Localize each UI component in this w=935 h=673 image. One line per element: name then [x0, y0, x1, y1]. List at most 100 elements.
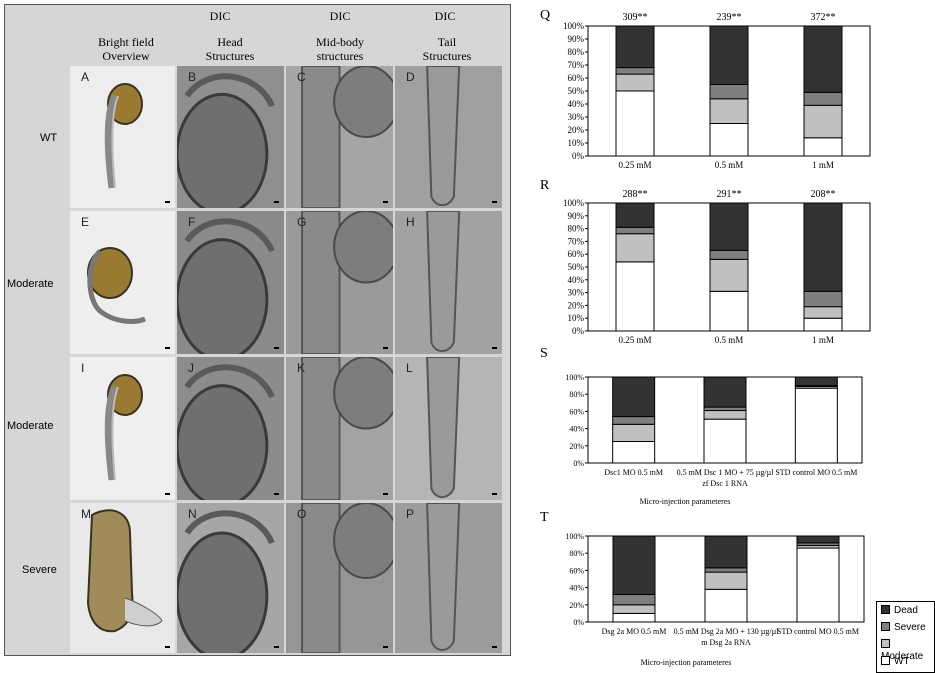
panel-letter-l: L — [406, 361, 413, 375]
legend-item-severe: Severe — [881, 622, 926, 634]
bar-s-1-dead — [703, 376, 747, 408]
micrograph-panel-p: P — [395, 503, 502, 653]
bar-count-label-q-0: 309** — [623, 12, 648, 23]
micrograph-panel-h: H — [395, 211, 502, 354]
row-label-severe: Severe — [22, 564, 57, 576]
micrograph-panel-l: L — [395, 357, 502, 500]
y-tick-label-r-40: 40% — [568, 275, 585, 285]
y-tick-label-r-30: 30% — [568, 288, 585, 298]
micrograph-panel-c: C — [286, 66, 393, 208]
scale-bar-b — [274, 201, 279, 203]
bar-s-1-severe — [703, 406, 747, 412]
micrograph-panel-e: E — [70, 211, 175, 354]
bar-r-2-severe — [803, 290, 843, 308]
micrograph-image-e — [87, 247, 146, 324]
bar-r-1-wt — [709, 290, 749, 332]
bar-t-1-severe — [704, 567, 748, 573]
micrograph-image-f — [177, 218, 275, 354]
bar-t-0-dead — [612, 535, 656, 595]
y-tick-label-s-80: 80% — [569, 390, 584, 399]
x-category-label-t-2: STD control MO 0.5 mM — [777, 627, 859, 636]
y-tick-label-t-20: 20% — [569, 601, 584, 610]
header-midbody-line2: structures — [316, 49, 364, 63]
micrograph-panel-k: K — [286, 357, 393, 500]
scale-bar-i — [165, 493, 170, 495]
bar-r-1-moderate — [709, 258, 749, 292]
micrograph-panel-j: J — [177, 357, 284, 500]
bar-r-1-severe — [709, 249, 749, 260]
y-tick-label-r-60: 60% — [568, 249, 585, 259]
micrograph-image-g — [301, 211, 393, 354]
bar-q-1-severe — [709, 84, 749, 100]
y-tick-label-q-10: 10% — [568, 138, 585, 148]
legend-swatch-moderate — [881, 639, 890, 648]
bar-s-0-severe — [612, 416, 656, 425]
panel-letter-g: G — [297, 215, 307, 229]
y-tick-label-s-100: 100% — [565, 373, 584, 382]
x-category-label-r-1: 0.5 mM — [715, 335, 744, 345]
header-dic-tail: DIC — [434, 9, 456, 23]
y-tick-label-r-80: 80% — [568, 224, 585, 234]
bar-t-1-wt — [704, 588, 748, 623]
bar-q-1-moderate — [709, 98, 749, 125]
bar-t-0-severe — [612, 593, 656, 606]
scale-bar-a — [165, 201, 170, 203]
x-category-label-r-2: 1 mM — [812, 335, 834, 345]
x-category-label-q-2: 1 mM — [812, 160, 834, 170]
panel-letter-j: J — [188, 361, 194, 375]
y-tick-label-q-0: 0% — [572, 151, 585, 161]
x-category-label-t-1: 0.5 mM Dsg 2a MO + 130 µg/µl — [674, 627, 780, 636]
bar-r-2-dead — [803, 202, 843, 292]
chart-legend: Dead Severe Moderate WT — [876, 601, 935, 673]
bar-s-0-moderate — [612, 423, 656, 442]
scale-bar-p — [492, 646, 497, 648]
y-tick-label-r-10: 10% — [568, 313, 585, 323]
panel-letter-a: A — [81, 70, 90, 84]
y-tick-label-q-40: 40% — [568, 99, 585, 109]
bar-count-label-r-2: 208** — [811, 189, 836, 200]
y-tick-label-q-30: 30% — [568, 112, 585, 122]
x-axis-title-t: Micro-injection parameteres — [641, 658, 732, 667]
scale-bar-h — [492, 347, 497, 349]
chart-letter-s: S — [540, 346, 548, 361]
y-tick-label-r-70: 70% — [568, 236, 585, 246]
header-head-line1: Head — [217, 35, 243, 49]
bar-s-0-wt — [612, 441, 656, 464]
bar-r-0-moderate — [615, 233, 655, 263]
x-category-label-s-1-line2: zf Dsc 1 RNA — [702, 479, 748, 488]
bar-q-2-wt — [803, 137, 843, 157]
bar-r-2-moderate — [803, 306, 843, 319]
bar-t-2-wt — [796, 547, 840, 623]
x-category-label-s-0: Dsc1 MO 0.5 mM — [604, 468, 663, 477]
row-label-moderate-2: Moderate — [7, 420, 54, 432]
x-category-label-r-0: 0.25 mM — [618, 335, 651, 345]
legend-swatch-wt — [881, 656, 890, 665]
header-head-line2: Structures — [205, 49, 255, 63]
bar-q-0-moderate — [615, 73, 655, 92]
y-tick-label-t-40: 40% — [569, 584, 584, 593]
header-dic-mid: DIC — [329, 9, 351, 23]
bar-q-2-severe — [803, 91, 843, 106]
panel-letter-b: B — [188, 70, 197, 84]
scale-bar-d — [492, 201, 497, 203]
micrograph-panel-m: M — [70, 503, 175, 653]
panel-letter-e: E — [81, 215, 90, 229]
bar-t-0-moderate — [612, 604, 656, 614]
bar-s-2-wt — [794, 387, 838, 464]
x-category-label-t-1-line2: m Dsg 2a RNA — [701, 638, 751, 647]
panel-letter-h: H — [406, 215, 415, 229]
legend-item-moderate: Moderate — [881, 639, 934, 662]
y-tick-label-t-80: 80% — [569, 549, 584, 558]
bar-t-0-wt — [612, 612, 656, 623]
panel-letter-m: M — [81, 507, 91, 521]
y-tick-label-r-90: 90% — [568, 211, 585, 221]
scale-bar-j — [274, 493, 279, 495]
legend-item-dead: Dead — [881, 605, 918, 617]
chart-letter-q: Q — [540, 8, 551, 23]
scale-bar-l — [492, 493, 497, 495]
micrograph-image-o — [301, 503, 393, 653]
micrograph-image-i — [104, 374, 143, 481]
x-category-label-t-0: Dsg 2a MO 0.5 mM — [602, 627, 667, 636]
bar-r-0-dead — [615, 202, 655, 228]
y-tick-label-t-0: 0% — [573, 618, 584, 627]
